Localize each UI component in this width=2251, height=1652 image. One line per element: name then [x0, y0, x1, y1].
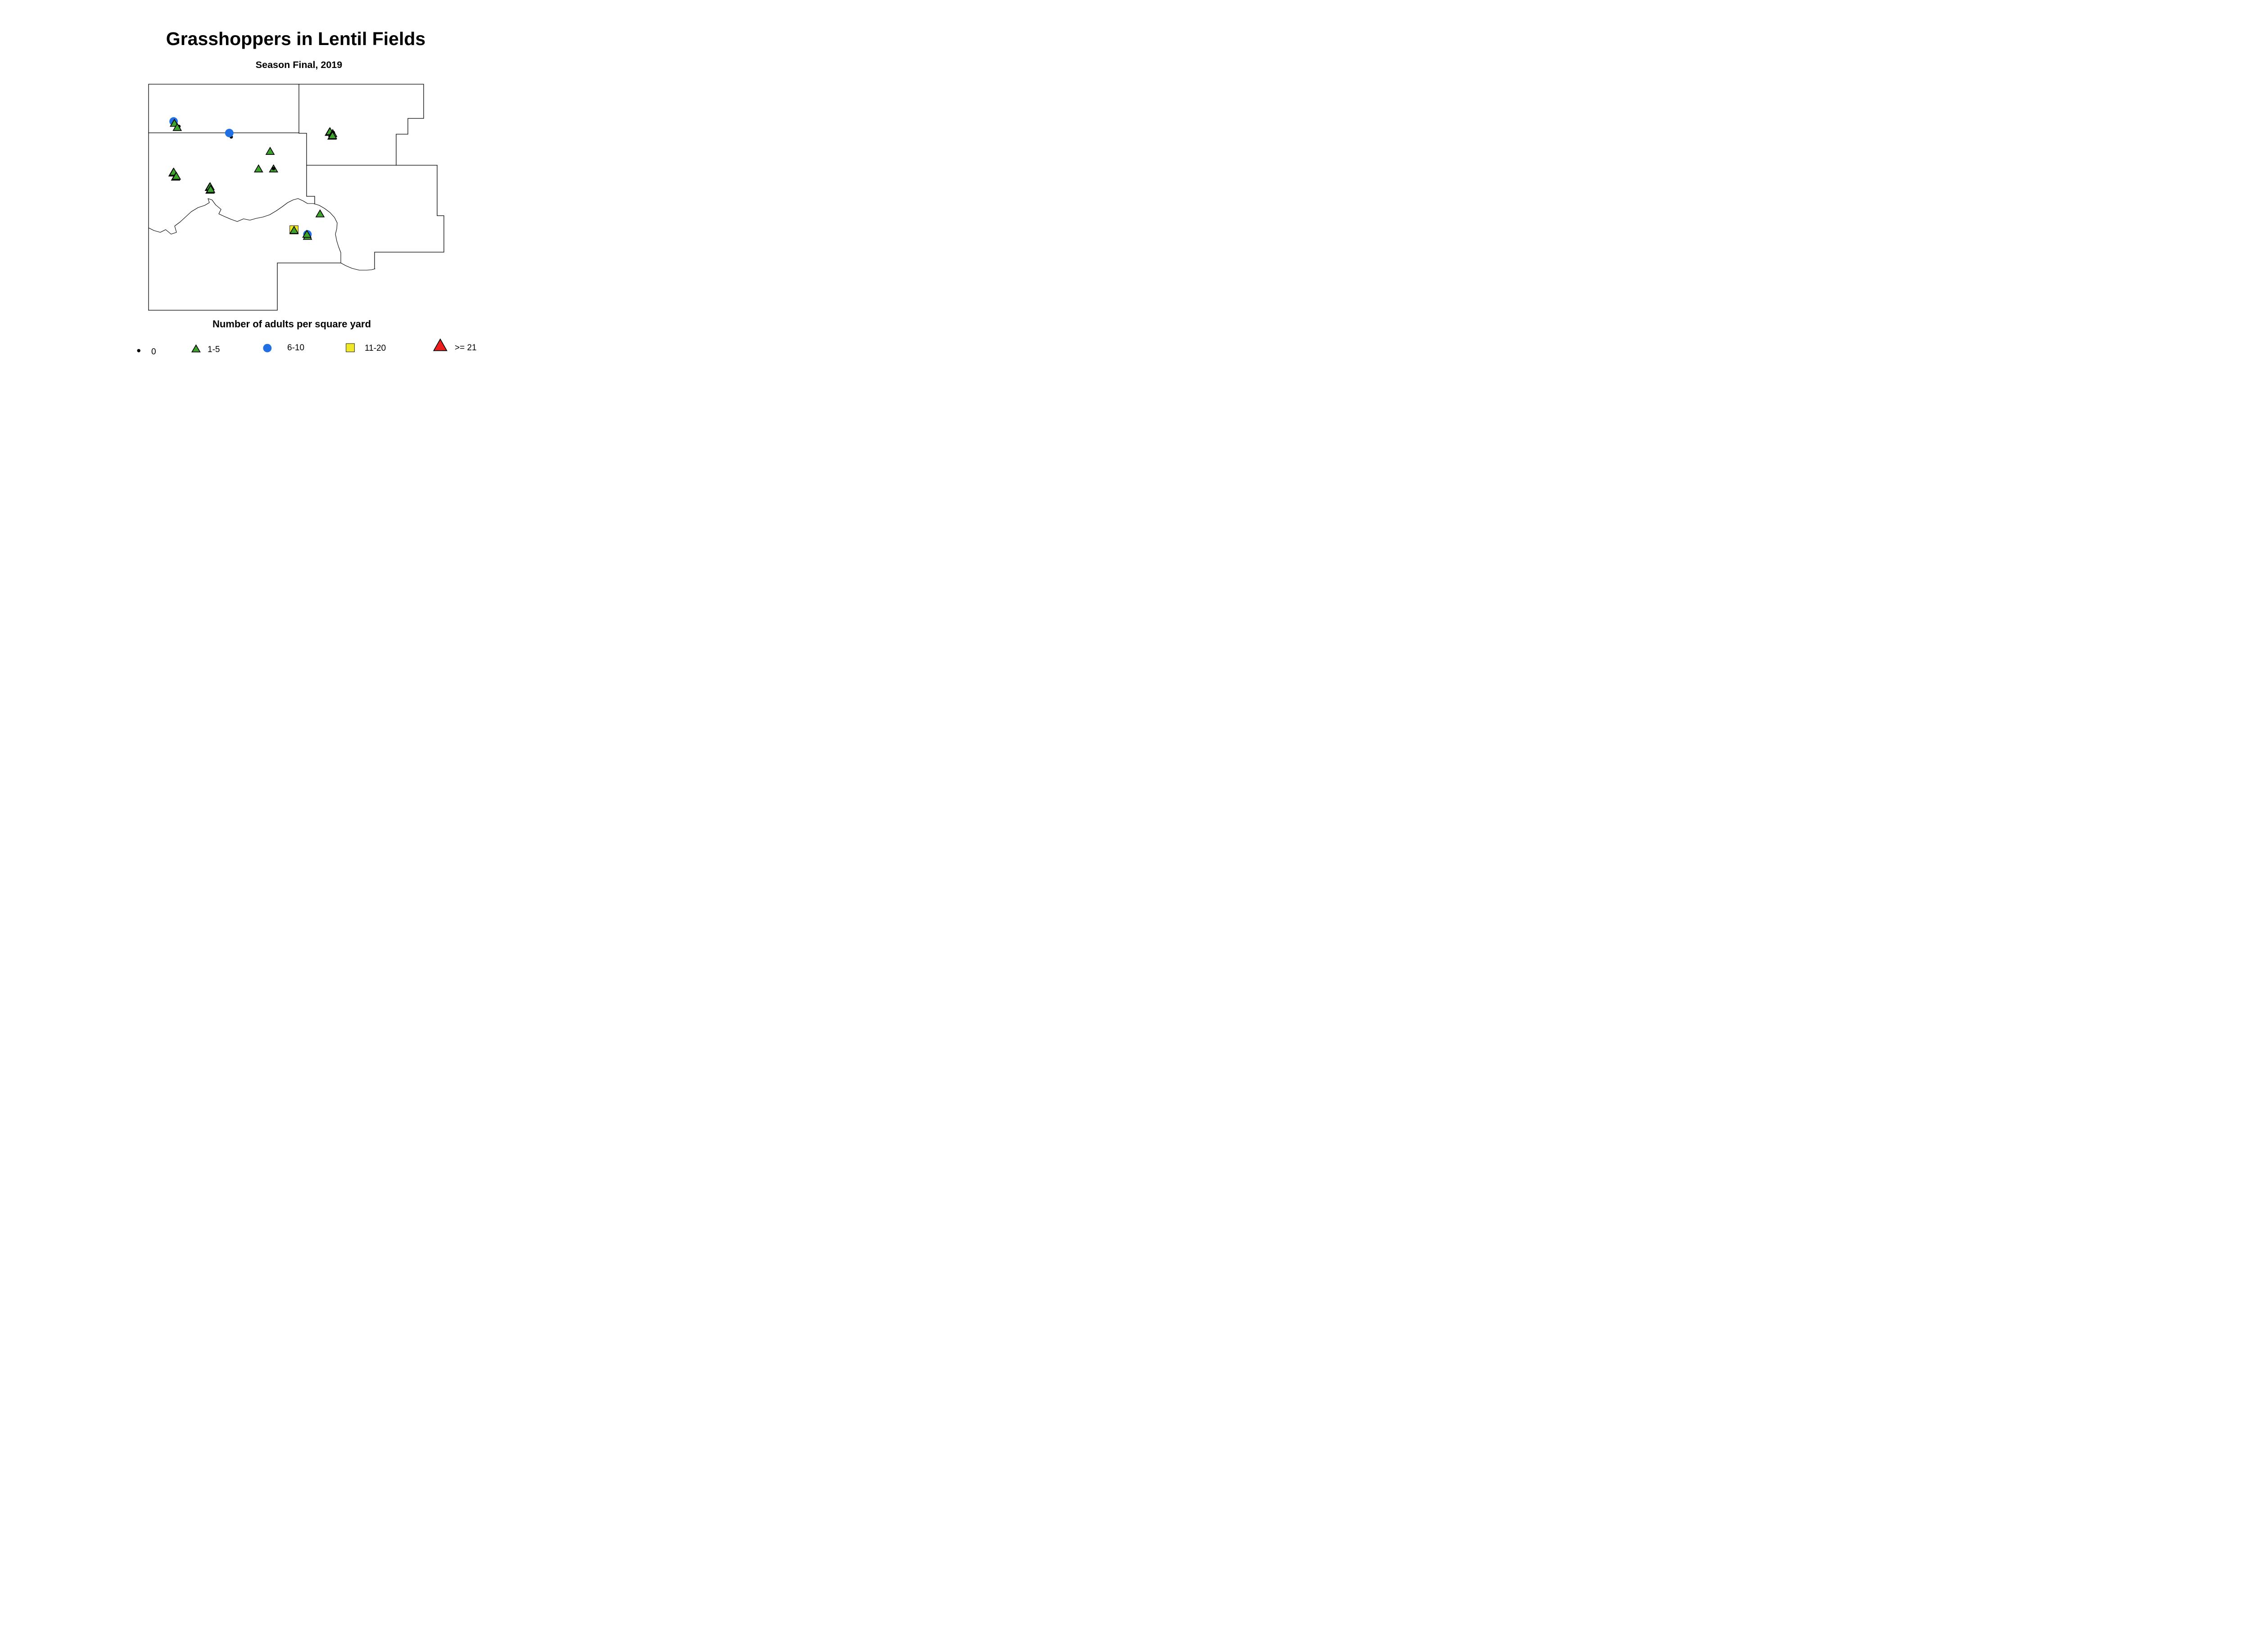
- chart-subtitle: Season Final, 2019: [255, 59, 343, 70]
- map-marker-15-marker: [315, 209, 325, 217]
- map-marker-610-marker: [225, 129, 234, 137]
- map-marker-15-marker: [253, 164, 263, 172]
- legend-symbol-triangle-large: [433, 338, 447, 351]
- chart-title: Grasshoppers in Lentil Fields: [166, 28, 426, 49]
- map-marker-15-marker: [172, 122, 182, 131]
- legend-label: 11-20: [365, 344, 386, 353]
- county-boundary: [374, 165, 444, 269]
- legend-symbol-triangle: [191, 344, 201, 353]
- map-marker-15-marker: [289, 226, 299, 234]
- county-boundary: [148, 84, 424, 311]
- map-marker-15-marker: [302, 230, 312, 238]
- map-marker-15-marker: [172, 172, 181, 180]
- legend-title: Number of adults per square yard: [212, 318, 371, 330]
- figure: Grasshoppers in Lentil Fields Season Fin…: [0, 0, 706, 379]
- legend-symbol-dot: [137, 349, 140, 353]
- map-marker-15-marker: [328, 131, 338, 139]
- county-boundary: [298, 84, 315, 204]
- map-marker-15-marker: [265, 146, 275, 155]
- legend-symbol-square: [346, 343, 355, 353]
- legend-symbol-circle: [263, 344, 272, 353]
- map-marker-15-marker: [206, 185, 216, 193]
- map-marker-0-marker: [271, 167, 276, 171]
- legend-label: 1-5: [208, 345, 220, 354]
- river-boundary: [148, 198, 375, 271]
- map-canvas: [137, 84, 447, 353]
- county-boundary: [148, 263, 341, 311]
- legend-label: 6-10: [287, 343, 305, 353]
- legend-label: 0: [151, 347, 156, 357]
- legend-label: >= 21: [455, 343, 477, 353]
